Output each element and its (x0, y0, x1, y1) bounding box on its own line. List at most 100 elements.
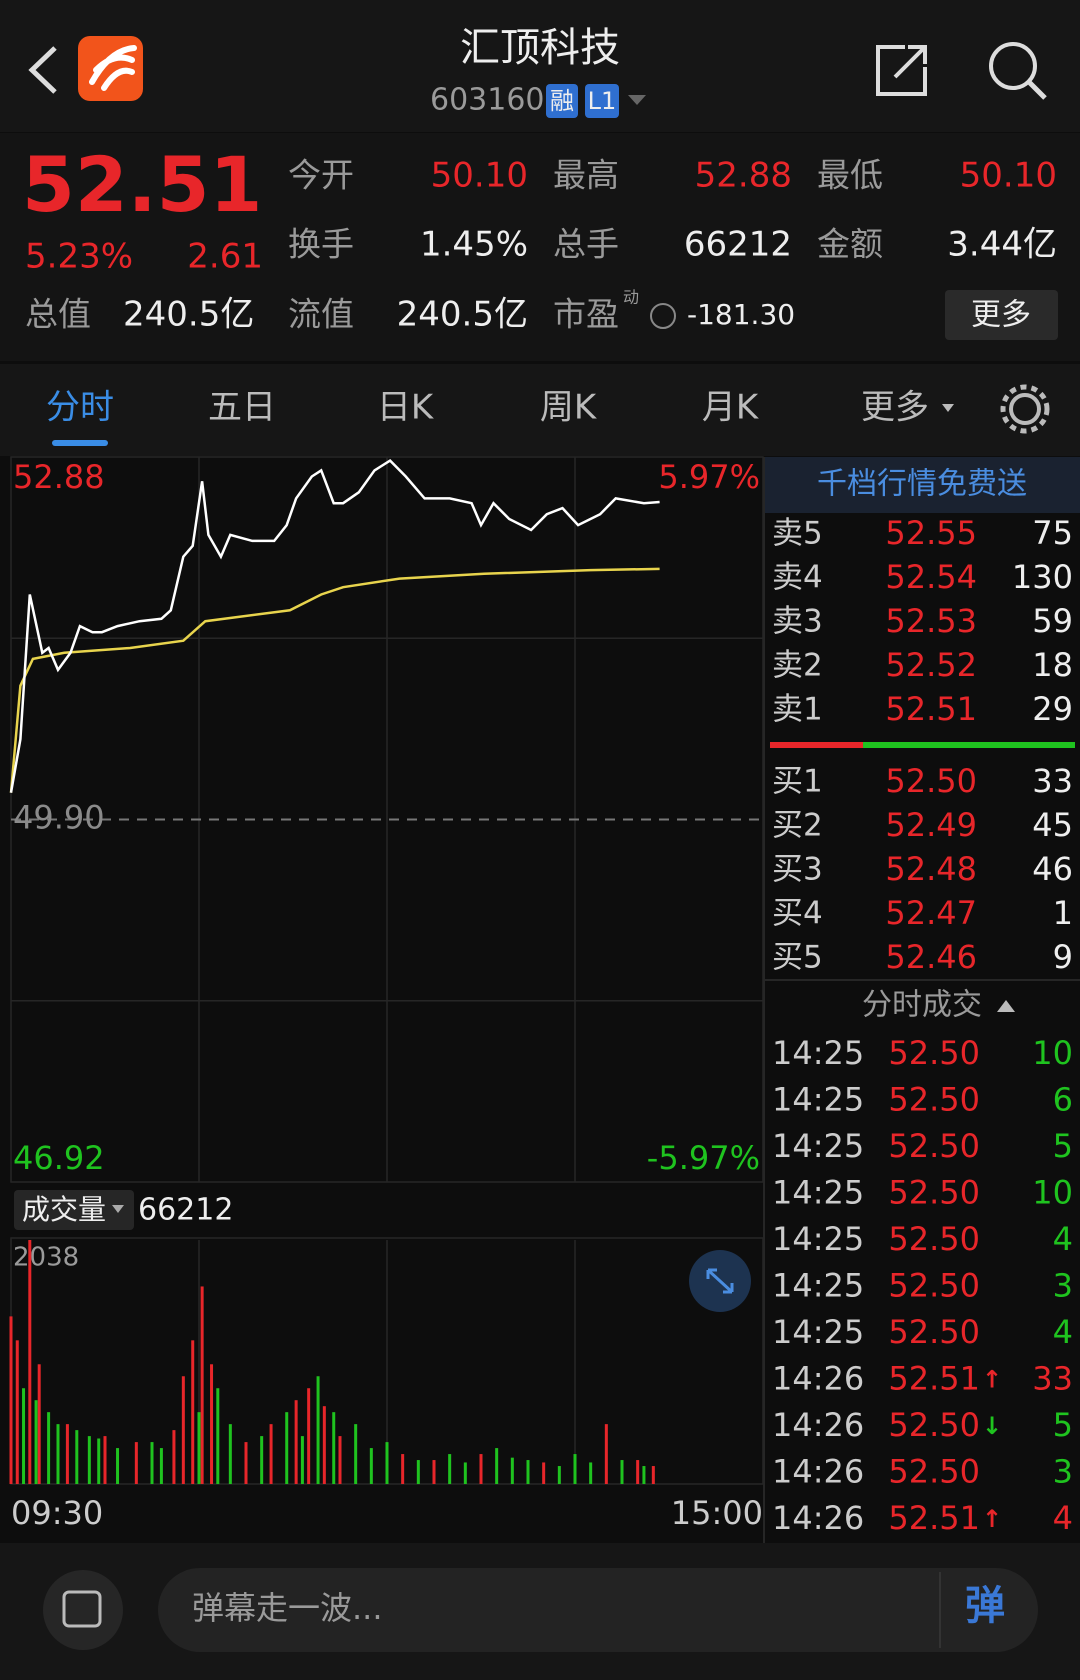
volume-bar (542, 1462, 546, 1484)
book-label: 卖3 (772, 604, 823, 640)
back-button[interactable] (28, 46, 57, 94)
field-label: 市盈 (553, 295, 619, 334)
volume-bar (385, 1442, 389, 1484)
volume-bar (200, 1286, 204, 1484)
volume-bar (97, 1438, 101, 1484)
banner-bg[interactable] (765, 457, 1080, 513)
price-line (9, 459, 660, 793)
volume-bar (22, 1388, 26, 1484)
volume-bar (103, 1436, 107, 1484)
trade-arrow: ↓ (982, 1412, 1002, 1440)
volume-bar (510, 1457, 514, 1484)
price-chart: 46.92 49.90 52.88 -5.97% 5.97% (9, 457, 763, 1182)
settings-gear (1000, 384, 1050, 434)
volume-bar (294, 1400, 298, 1484)
book-volume: 130 (1012, 558, 1073, 596)
trade-volume: 4 (1053, 1313, 1073, 1351)
volume-bar (636, 1460, 640, 1484)
trade-volume: 4 (1053, 1499, 1073, 1537)
dropdown-icon (112, 1205, 124, 1213)
volume-bar (216, 1388, 220, 1484)
trades-title[interactable]: 分时成交 (862, 988, 982, 1023)
input-placeholder[interactable]: 弹幕走一波... (192, 1589, 383, 1627)
share-button[interactable] (876, 45, 927, 96)
book-label: 卖5 (772, 516, 823, 552)
banner[interactable]: 千档行情免费送 (817, 467, 1027, 502)
volume-bar (495, 1448, 499, 1484)
tab[interactable]: 更多 (861, 388, 929, 428)
tab[interactable]: 五日 (208, 388, 276, 428)
volume-bar (56, 1424, 60, 1484)
trades: 14:25 52.50 10 14:25 52.50 6 14:25 52.50 5 14:25 5… (772, 1034, 1073, 1537)
header-bg (0, 0, 1080, 132)
stock-code: 603160 (430, 83, 545, 118)
volume-bar (28, 1240, 32, 1484)
volume-bar (573, 1454, 577, 1484)
y-tick-label: 52.88 (13, 458, 105, 496)
y2-tick-label: 5.97% (658, 458, 760, 496)
field-value: 66212 (684, 225, 792, 265)
field-value: 240.5亿 (397, 295, 528, 335)
app-icon-glyph (89, 45, 137, 91)
volume-bar (651, 1466, 655, 1484)
bid-ratio (863, 742, 1075, 748)
more-label[interactable]: 更多 (971, 298, 1031, 333)
volume-title[interactable]: 成交量 (22, 1193, 106, 1226)
y-tick-label: 49.90 (13, 799, 105, 837)
quote-fields: 今开 50.10 最高 52.88 最低 50.10 换手 1.45% 总手 66212 金额 3.4… (25, 156, 1057, 335)
volume-bar (620, 1460, 624, 1484)
field-value: 1.45% (420, 225, 528, 265)
field-value: 52.88 (695, 156, 792, 196)
volume-bar (316, 1376, 320, 1484)
trade-price: 52.50 (888, 1081, 980, 1119)
trade-price: 52.50 (888, 1267, 980, 1305)
volume-bar (37, 1364, 41, 1484)
tab[interactable]: 分时 (46, 388, 114, 428)
trade-time: 14:26 (772, 1499, 864, 1537)
volume-bar (307, 1388, 311, 1484)
book-volume: 45 (1032, 806, 1073, 844)
field-label: 金额 (817, 225, 883, 264)
volume-bar (448, 1454, 452, 1484)
dropdown-icon[interactable] (942, 404, 954, 412)
x-tick-label: 09:30 (11, 1494, 103, 1532)
volume-bar (354, 1424, 358, 1484)
search-button[interactable] (989, 42, 1037, 90)
trade-arrow: ↑ (982, 1505, 1002, 1533)
book-price: 52.49 (885, 806, 977, 844)
trade-price: 52.50 (888, 1220, 980, 1258)
volume-bar (150, 1442, 154, 1484)
volume-selector[interactable] (14, 1190, 134, 1230)
volume-bar (338, 1436, 342, 1484)
sort-icon[interactable] (997, 1000, 1015, 1012)
volume-bar (604, 1424, 608, 1484)
x-tick-label: 15:00 (671, 1494, 763, 1532)
tab[interactable]: 月K (702, 388, 760, 428)
tabs: 分时 五日 日K 周K 月K 更多 (46, 388, 954, 446)
tab[interactable]: 日K (377, 388, 435, 428)
dropdown-icon[interactable] (628, 95, 646, 105)
volume-bar (9, 1316, 13, 1484)
field-label: 流值 (288, 295, 354, 334)
volume-bar (65, 1424, 69, 1484)
book-volume: 33 (1032, 762, 1073, 800)
search-handle (1027, 80, 1047, 100)
settings-button[interactable] (1009, 393, 1041, 425)
trade-volume: 3 (1053, 1267, 1073, 1305)
volume-bar (260, 1436, 264, 1484)
last-price: 52.51 (22, 140, 262, 229)
comment-button[interactable] (43, 1570, 123, 1650)
tabs-bg (0, 364, 1080, 456)
more-button[interactable] (945, 290, 1058, 340)
tab[interactable]: 周K (540, 388, 598, 428)
tag: L1 (588, 87, 617, 115)
y-tick-label: 2038 (13, 1243, 79, 1273)
order-book: 卖5 52.55 75 卖4 52.54 130 卖3 52.53 59 卖2 52.52 18 卖1 5… (772, 514, 1073, 976)
average-line (9, 567, 660, 793)
info-icon[interactable] (650, 303, 676, 329)
trade-time: 14:25 (772, 1174, 864, 1212)
send-button[interactable]: 弹 (965, 1583, 1005, 1629)
danmaku-input[interactable] (158, 1568, 1038, 1652)
volume-bar (463, 1462, 467, 1484)
